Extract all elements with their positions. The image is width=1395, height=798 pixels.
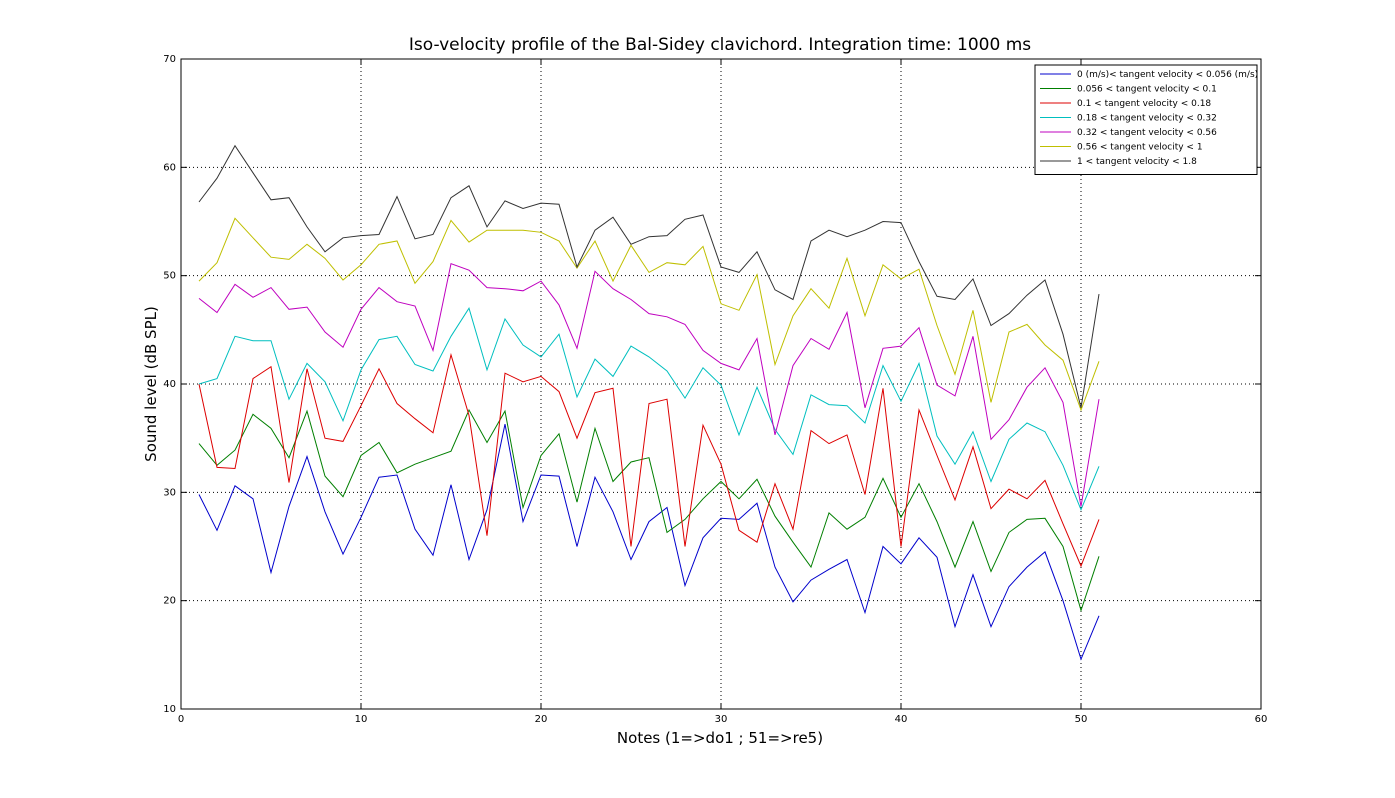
- legend-label: 0.056 < tangent velocity < 0.1: [1077, 85, 1217, 95]
- series-line-2: [198, 408, 1100, 613]
- x-tick-label: 0: [178, 714, 184, 725]
- series-line-1: [198, 423, 1100, 661]
- legend-label: 0 (m/s)< tangent velocity < 0.056 (m/s): [1077, 70, 1258, 80]
- y-tick-label: 50: [163, 271, 176, 282]
- series-line-7: [198, 144, 1100, 408]
- x-tick-label: 20: [535, 714, 548, 725]
- x-tick-label: 10: [355, 714, 368, 725]
- series-line-5: [198, 263, 1100, 507]
- legend-label: 1 < tangent velocity < 1.8: [1077, 157, 1197, 167]
- y-tick-label: 30: [163, 487, 176, 498]
- x-tick-label: 60: [1255, 714, 1268, 725]
- legend-label: 0.18 < tangent velocity < 0.32: [1077, 114, 1217, 124]
- y-tick-label: 10: [163, 704, 176, 715]
- legend-label: 0.1 < tangent velocity < 0.18: [1077, 99, 1211, 109]
- x-tick-label: 30: [715, 714, 728, 725]
- legend-label: 0.56 < tangent velocity < 1: [1077, 143, 1203, 153]
- legend: 0 (m/s)< tangent velocity < 0.056 (m/s) 0…: [1034, 64, 1258, 175]
- legend-label: 0.32 < tangent velocity < 0.56: [1077, 128, 1217, 138]
- y-tick-label: 60: [163, 162, 176, 173]
- series-line-4: [198, 307, 1100, 512]
- x-tick-label: 50: [1075, 714, 1088, 725]
- y-tick-label: 20: [163, 596, 176, 607]
- x-axis-label: Notes (1=>do1 ; 51=>re5): [617, 729, 823, 747]
- series-line-3: [198, 352, 1100, 568]
- x-tick-label: 40: [895, 714, 908, 725]
- y-tick-label: 40: [163, 379, 176, 390]
- series-group: [198, 144, 1100, 661]
- y-tick-label: 70: [163, 54, 176, 65]
- y-axis-label: Sound level (dB SPL): [142, 306, 160, 462]
- grid: [181, 59, 1261, 709]
- series-line-6: [198, 217, 1100, 412]
- chart-title: Iso-velocity profile of the Bal-Sidey cl…: [409, 35, 1031, 55]
- legend-box: [1034, 64, 1258, 175]
